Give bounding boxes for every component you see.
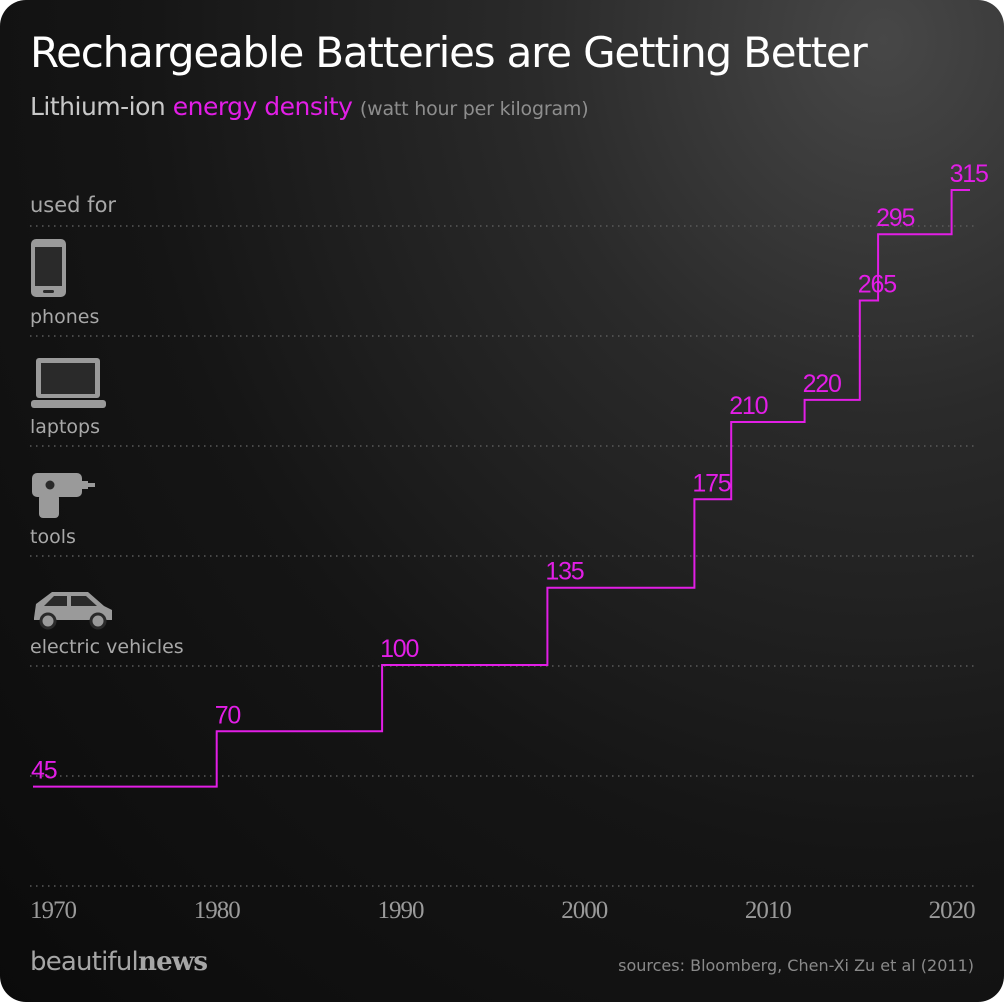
x-tick-label: 1990	[378, 897, 425, 924]
x-tick-label: 2020	[929, 897, 976, 924]
value-label: 70	[215, 701, 241, 729]
value-label: 265	[858, 271, 896, 299]
value-label: 220	[803, 370, 841, 398]
use-label-phones: phones	[30, 306, 99, 328]
laptop-icon	[31, 358, 106, 408]
brand-logo-light: beautiful	[30, 947, 139, 977]
x-tick-label: 2000	[561, 897, 608, 924]
value-label: 135	[545, 558, 583, 586]
grid-lines	[30, 225, 974, 887]
value-label: 175	[692, 469, 730, 497]
subtitle-prefix: Lithium-ion	[30, 92, 166, 121]
energy-density-step-line	[33, 189, 970, 788]
car-icon	[34, 592, 112, 630]
value-label: 315	[950, 160, 988, 188]
brand-logo-bold: news	[138, 947, 208, 977]
value-labels: 45 70 100 135 175 210 220 265 295 315	[31, 160, 989, 785]
chart-subtitle: Lithium-ion energy density (watt hour pe…	[30, 92, 589, 121]
sources-note: sources: Bloomberg, Chen-Xi Zu et al (20…	[618, 956, 974, 975]
use-label-tools: tools	[30, 526, 76, 548]
subtitle-accent: energy density	[172, 92, 353, 121]
used-for-heading: used for	[30, 193, 116, 217]
subtitle-unit: (watt hour per kilogram)	[359, 98, 589, 120]
use-label-electric-vehicles: electric vehicles	[30, 636, 184, 658]
value-label: 100	[380, 635, 418, 663]
value-label: 210	[729, 392, 767, 420]
x-tick-label: 2010	[745, 897, 792, 924]
use-label-laptops: laptops	[30, 416, 100, 438]
phone-icon	[31, 239, 66, 297]
x-tick-label: 1980	[194, 897, 241, 924]
value-label: 45	[31, 757, 57, 785]
chart-title: Rechargeable Batteries are Getting Bette…	[30, 28, 868, 77]
brand-logo: beautifulnews	[30, 946, 208, 977]
drill-icon	[32, 473, 95, 518]
x-tick-label: 1970	[30, 897, 77, 924]
x-axis: 1970 1980 1990 2000 2010 2020	[30, 897, 976, 924]
value-label: 295	[876, 204, 914, 232]
